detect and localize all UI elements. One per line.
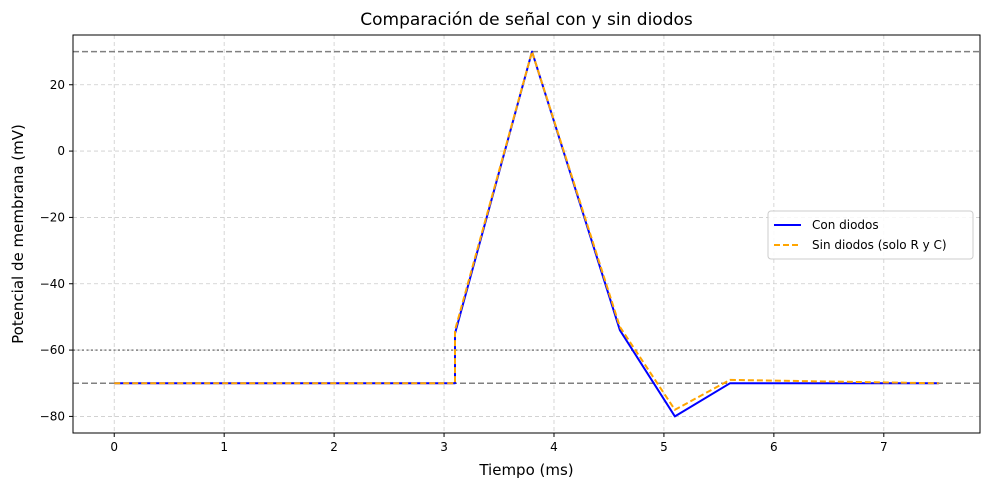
x-tick-label: 7 xyxy=(880,440,888,454)
y-tick-label: −40 xyxy=(40,277,65,291)
x-tick-label: 3 xyxy=(440,440,448,454)
chart-title: Comparación de señal con y sin diodos xyxy=(360,10,693,30)
legend-box xyxy=(767,210,974,260)
legend-label-1: Con diodos xyxy=(812,218,879,232)
series-lines xyxy=(114,50,939,418)
y-tick-label: −60 xyxy=(40,343,65,357)
grid-lines xyxy=(73,35,980,433)
y-tick-label: 0 xyxy=(57,144,65,158)
plot-frame xyxy=(72,34,981,434)
x-axis-title: Tiempo (ms) xyxy=(478,461,573,479)
x-tick-label: 1 xyxy=(220,440,228,454)
reference-lines xyxy=(73,50,980,384)
legend: Con diodos Sin diodos (solo R y C) xyxy=(767,210,974,260)
x-tick-label: 4 xyxy=(550,440,558,454)
x-tick-label: 0 xyxy=(110,440,118,454)
x-tick-label: 2 xyxy=(330,440,338,454)
legend-label-2: Sin diodos (solo R y C) xyxy=(812,238,947,252)
y-tick-label: −80 xyxy=(40,409,65,423)
x-tick-label: 5 xyxy=(660,440,668,454)
axis-ticks: 0 1 2 3 4 5 6 7 −80 −60 −40 −20 0 20 xyxy=(40,78,888,454)
y-tick-label: −20 xyxy=(40,210,65,224)
y-tick-label: 20 xyxy=(50,78,65,92)
x-tick-label: 6 xyxy=(770,440,778,454)
y-axis-title: Potencial de membrana (mV) xyxy=(9,124,27,344)
